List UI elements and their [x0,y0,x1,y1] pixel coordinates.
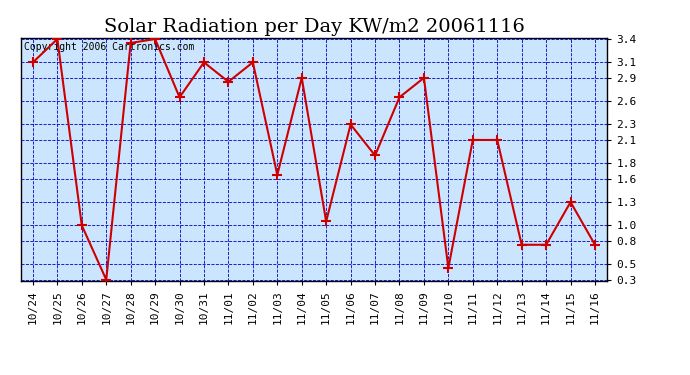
Title: Solar Radiation per Day KW/m2 20061116: Solar Radiation per Day KW/m2 20061116 [104,18,524,36]
Text: Copyright 2006 Cartronics.com: Copyright 2006 Cartronics.com [23,42,194,52]
